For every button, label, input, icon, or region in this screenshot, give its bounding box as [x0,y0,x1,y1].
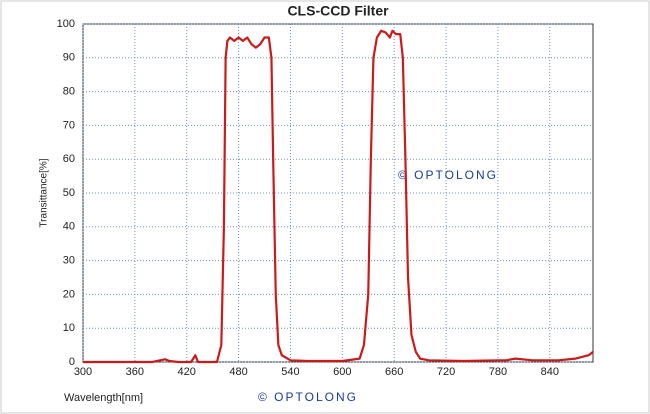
y-tick-label: 0 [69,356,75,368]
x-tick-label: 420 [178,366,196,378]
annotation: © OPTOLONG [398,168,498,182]
y-tick-label: 60 [63,153,75,165]
y-axis-label: Transittance[%] [39,158,50,227]
y-tick-label: 30 [63,255,75,267]
x-tick-label: 300 [74,366,92,378]
data-line [83,29,594,364]
x-tick-label: 840 [541,366,559,378]
y-tick-label: 20 [63,288,75,300]
x-tick-label: 480 [229,366,247,378]
y-tick-label: 10 [63,322,75,334]
x-tick-label: 720 [437,366,455,378]
x-tick-label: 360 [126,366,144,378]
x-axis-label: Wavelength[nm] [64,392,143,404]
y-tick-label: 90 [63,52,75,64]
y-tick-label: 100 [57,18,75,30]
y-tick-label: 70 [63,119,75,131]
x-tick-label: 600 [333,366,351,378]
x-tick-label: 540 [281,366,299,378]
y-tick-label: 40 [63,221,75,233]
x-tick-label: 780 [489,366,507,378]
x-tick-label: 660 [385,366,403,378]
chart-title: CLS-CCD Filter [287,3,389,19]
y-tick-label: 80 [63,86,75,98]
annotation: © OPTOLONG [258,390,358,404]
y-tick-label: 50 [63,187,75,199]
